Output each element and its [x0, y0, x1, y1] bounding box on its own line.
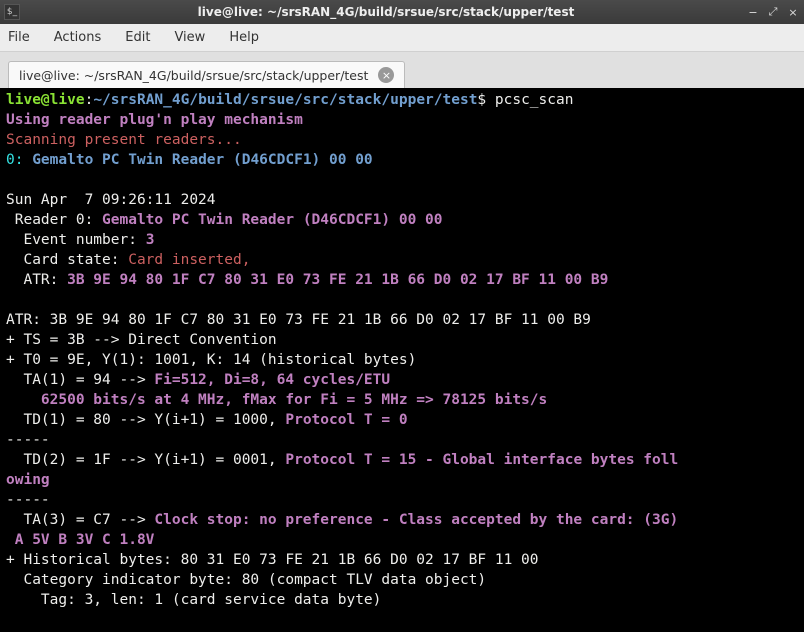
output-line: Using reader plug'n play mechanism	[6, 112, 303, 128]
prompt-user-host: live@live	[6, 92, 85, 108]
window-controls: − ⤢ ×	[746, 5, 800, 19]
window-title: live@live: ~/srsRAN_4G/build/srsue/src/s…	[26, 5, 746, 19]
menu-actions[interactable]: Actions	[54, 30, 102, 45]
output-line: Scanning present readers...	[6, 132, 242, 148]
output-line: Protocol T = 0	[285, 412, 407, 428]
output-line: A 5V B 3V C 1.8V	[6, 532, 154, 548]
output-line: Event number:	[6, 232, 146, 248]
output-line: + T0 = 9E, Y(1): 1001, K: 14 (historical…	[6, 352, 416, 368]
output-line: Gemalto PC Twin Reader (D46CDCF1) 00 00	[32, 152, 372, 168]
minimize-button[interactable]: −	[746, 5, 760, 19]
terminal-tab[interactable]: live@live: ~/srsRAN_4G/build/srsue/src/s…	[8, 61, 405, 88]
tab-title: live@live: ~/srsRAN_4G/build/srsue/src/s…	[19, 68, 368, 83]
tab-bar: live@live: ~/srsRAN_4G/build/srsue/src/s…	[0, 52, 804, 88]
output-line: Protocol T = 15 - Global interface bytes…	[285, 452, 678, 468]
menu-file[interactable]: File	[8, 30, 30, 45]
tab-close-icon[interactable]: ×	[378, 67, 394, 83]
command-text: pcsc_scan	[495, 92, 574, 108]
terminal-output[interactable]: live@live:~/srsRAN_4G/build/srsue/src/st…	[0, 88, 804, 632]
menu-help[interactable]: Help	[229, 30, 259, 45]
prompt-colon: :	[85, 92, 94, 108]
menu-bar: File Actions Edit View Help	[0, 24, 804, 52]
output-line: ATR:	[6, 272, 67, 288]
output-line: Reader 0:	[6, 212, 102, 228]
output-line: Category indicator byte: 80 (compact TLV…	[6, 572, 486, 588]
output-line: Tag: 3, len: 1 (card service data byte)	[6, 592, 381, 608]
output-line: TA(3) = C7 -->	[6, 512, 154, 528]
output-line: Clock stop: no preference - Class accept…	[154, 512, 678, 528]
output-line: 62500 bits/s at 4 MHz, fMax for Fi = 5 M…	[6, 392, 547, 408]
output-line: 3	[146, 232, 155, 248]
window-titlebar: $_ live@live: ~/srsRAN_4G/build/srsue/sr…	[0, 0, 804, 24]
output-line: -----	[6, 492, 50, 508]
maximize-button[interactable]: ⤢	[766, 5, 780, 19]
prompt-dollar: $	[477, 92, 494, 108]
output-line: TA(1) = 94 -->	[6, 372, 154, 388]
output-line: 0:	[6, 152, 32, 168]
menu-edit[interactable]: Edit	[125, 30, 150, 45]
terminal-icon: $_	[4, 4, 20, 20]
output-line: TD(1) = 80 --> Y(i+1) = 1000,	[6, 412, 285, 428]
output-line: owing	[6, 472, 50, 488]
output-line: -----	[6, 432, 50, 448]
output-line: Card state:	[6, 252, 128, 268]
output-line: + Historical bytes: 80 31 E0 73 FE 21 1B…	[6, 552, 539, 568]
output-line: Sun Apr 7 09:26:11 2024	[6, 192, 216, 208]
output-line: Gemalto PC Twin Reader (D46CDCF1) 00 00	[102, 212, 442, 228]
output-line: 3B 9E 94 80 1F C7 80 31 E0 73 FE 21 1B 6…	[67, 272, 608, 288]
output-line: Fi=512, Di=8, 64 cycles/ETU	[154, 372, 390, 388]
prompt-path: ~/srsRAN_4G/build/srsue/src/stack/upper/…	[93, 92, 477, 108]
output-line: ATR: 3B 9E 94 80 1F C7 80 31 E0 73 FE 21…	[6, 312, 591, 328]
output-line: TD(2) = 1F --> Y(i+1) = 0001,	[6, 452, 285, 468]
output-line	[6, 172, 15, 188]
output-line: + TS = 3B --> Direct Convention	[6, 332, 277, 348]
output-line: Card inserted,	[128, 252, 259, 268]
close-button[interactable]: ×	[786, 5, 800, 19]
menu-view[interactable]: View	[174, 30, 205, 45]
